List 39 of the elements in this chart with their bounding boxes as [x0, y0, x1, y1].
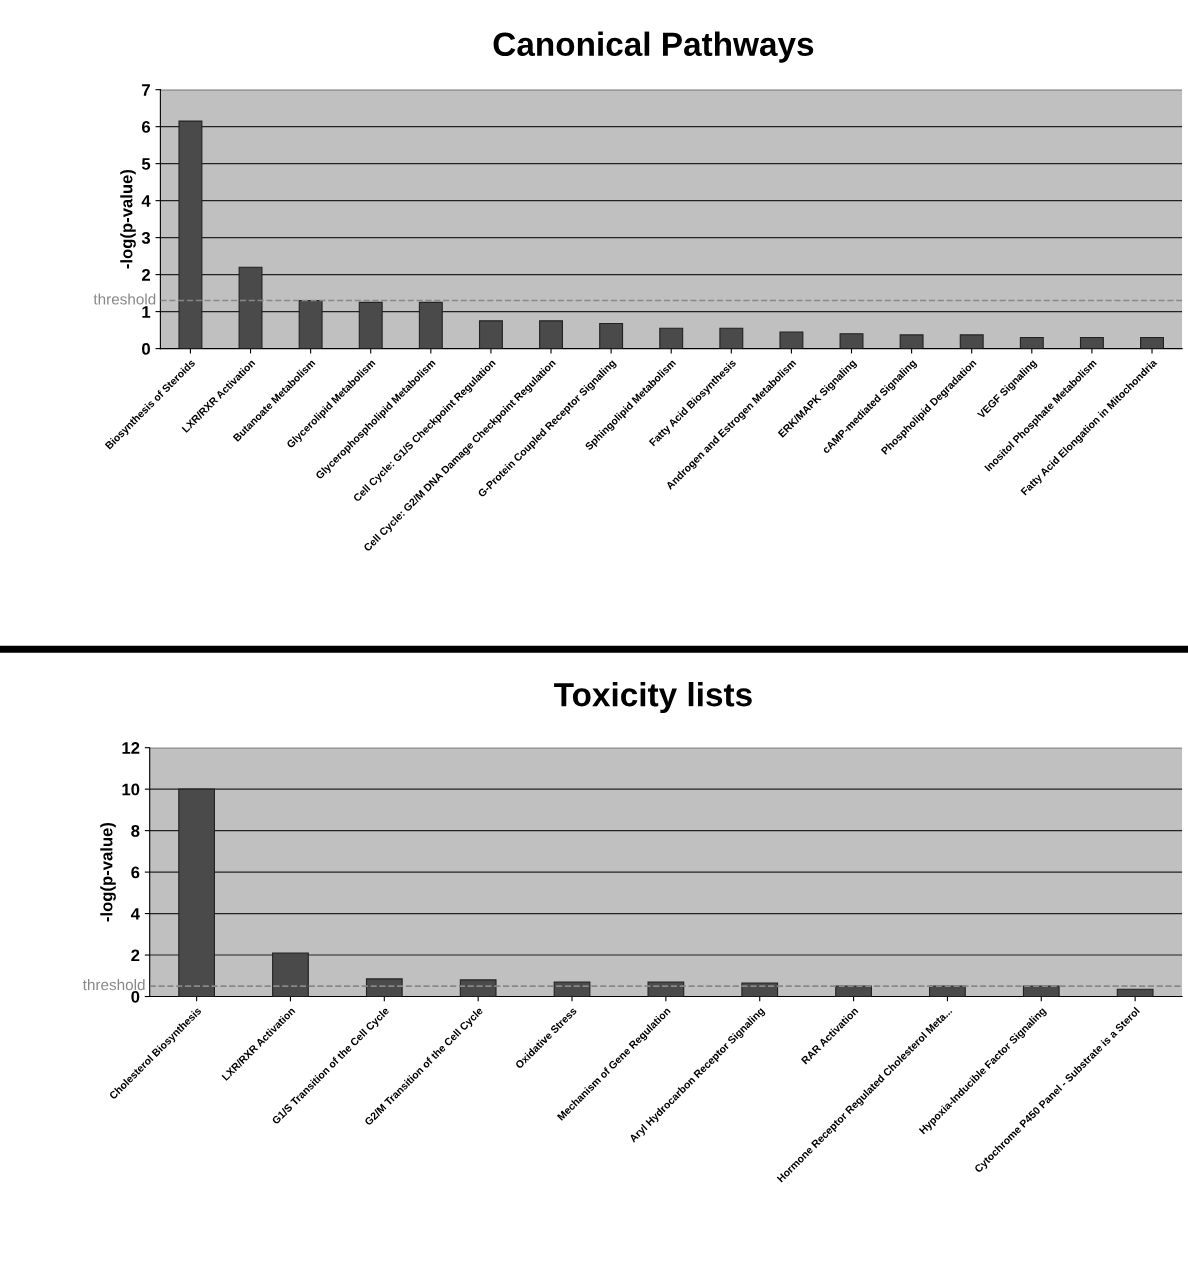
bar	[365, 978, 403, 997]
y-tick-label: 4	[141, 195, 151, 207]
chart-title: Toxicity lists	[554, 682, 752, 714]
bar	[459, 979, 497, 997]
bar	[1019, 336, 1044, 349]
bar	[779, 331, 804, 349]
bar	[478, 320, 503, 349]
y-tick-label: 0	[142, 342, 150, 355]
bar	[959, 334, 984, 349]
bar	[647, 981, 685, 997]
bar	[719, 327, 744, 349]
chart-title: Canonical Pathways	[493, 31, 814, 63]
bar	[539, 320, 563, 349]
y-tick-label: 8	[131, 825, 140, 837]
bar	[839, 333, 864, 349]
bar	[1140, 336, 1164, 349]
bar	[1022, 985, 1060, 997]
y-tick-label: 0	[131, 990, 140, 1003]
y-tick-label: 3	[141, 232, 151, 244]
y-tick-label: 1	[142, 306, 151, 318]
bar	[553, 981, 591, 997]
y-tick-label: 2	[131, 949, 140, 962]
y-tick-label: 4	[130, 908, 140, 920]
y-tick-label: 2	[141, 269, 150, 281]
ref-line-label: threshold	[93, 293, 156, 305]
bar	[899, 334, 924, 349]
bar	[659, 327, 684, 349]
y-tick-label: 10	[122, 783, 140, 796]
ref-line-label: threshold	[82, 979, 145, 991]
y-tick-label: 6	[131, 866, 140, 879]
bar	[1079, 336, 1104, 349]
y-tick-label: 6	[142, 121, 151, 133]
y-axis-title: -log(p-value)	[120, 169, 136, 269]
bar	[599, 322, 624, 349]
y-tick-label: 12	[122, 742, 140, 754]
y-tick-label: 5	[141, 158, 151, 170]
y-axis-title: -log(p-value)	[100, 822, 116, 922]
y-tick-label: 7	[142, 84, 150, 96]
bar	[1116, 988, 1154, 997]
